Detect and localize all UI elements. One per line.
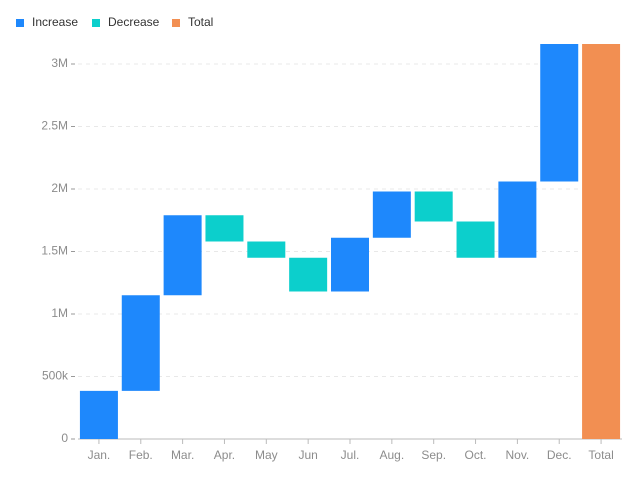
x-tick-label: Feb.	[129, 448, 153, 462]
bar	[582, 44, 621, 439]
bar	[414, 191, 453, 222]
bar	[372, 191, 411, 238]
x-tick-label: Jun	[298, 448, 317, 462]
legend-swatch	[92, 19, 100, 27]
x-tick-label: May	[255, 448, 278, 462]
y-tick-label: 0	[61, 431, 68, 445]
bar	[498, 181, 537, 258]
y-tick-label: 1.5M	[41, 244, 68, 258]
bar	[289, 257, 328, 292]
legend-label: Increase	[32, 15, 78, 29]
bar	[331, 237, 369, 292]
y-tick-label: 1M	[51, 306, 68, 320]
bar	[79, 390, 118, 439]
x-tick-label: Apr.	[214, 448, 235, 462]
x-tick-label: Total	[588, 448, 613, 462]
x-tick-label: Nov.	[505, 448, 529, 462]
legend-swatch	[16, 19, 24, 27]
legend-swatch	[172, 19, 180, 27]
x-tick-label: Dec.	[547, 448, 572, 462]
bar	[121, 295, 160, 391]
legend-label: Total	[188, 15, 213, 29]
x-tick-label: Oct.	[465, 448, 487, 462]
bar	[247, 241, 286, 258]
y-tick-label: 500k	[42, 369, 69, 383]
y-tick-label: 2.5M	[41, 119, 68, 133]
y-tick-label: 2M	[51, 181, 68, 195]
bar	[205, 215, 244, 242]
y-tick-label: 3M	[51, 56, 68, 70]
x-tick-label: Aug.	[380, 448, 405, 462]
bar	[163, 215, 202, 296]
bar	[456, 221, 495, 258]
x-tick-label: Mar.	[171, 448, 194, 462]
bar	[540, 44, 579, 182]
x-tick-label: Jan.	[88, 448, 111, 462]
x-tick-label: Jul.	[341, 448, 360, 462]
legend-label: Decrease	[108, 15, 160, 29]
x-tick-label: Sep.	[421, 448, 446, 462]
